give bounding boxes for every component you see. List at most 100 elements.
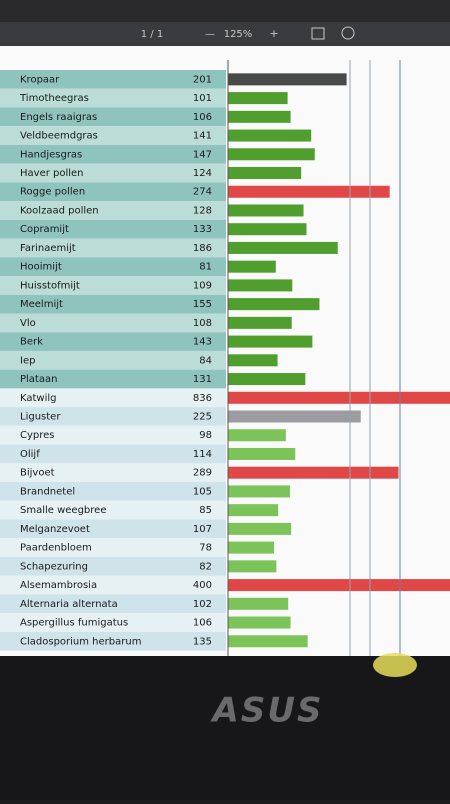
row-background [0, 219, 226, 239]
row-background [0, 294, 226, 314]
category-label: Haver pollen [20, 168, 84, 179]
bar [228, 597, 289, 610]
value-label: 128 [193, 205, 212, 216]
bar [228, 635, 308, 648]
value-label: 124 [193, 168, 212, 179]
bar [228, 316, 292, 329]
value-label: 106 [193, 618, 212, 629]
bar [228, 129, 312, 142]
value-label: 107 [193, 524, 212, 535]
category-label: Hooimijt [20, 262, 62, 273]
category-label: Copramijt [20, 224, 69, 235]
row-background [0, 276, 226, 295]
value-label: 135 [193, 636, 212, 647]
row-background [0, 144, 226, 164]
value-label: 109 [193, 280, 212, 291]
row-background [0, 407, 226, 426]
laptop-bezel [0, 656, 450, 800]
row-background [0, 575, 226, 595]
row-background [0, 107, 226, 127]
value-label: 131 [193, 374, 212, 385]
row-background [0, 519, 226, 539]
bar [228, 298, 320, 311]
category-label: Cladosporium herbarum [20, 636, 141, 647]
value-label: 225 [193, 412, 212, 423]
row-background [0, 350, 226, 370]
value-label: 78 [199, 543, 212, 554]
value-label: 102 [193, 599, 212, 610]
row-background [0, 556, 226, 576]
zoom-level: 125% [224, 29, 253, 40]
category-label: Kropaar [20, 74, 60, 85]
page-indicator: 1 / 1 [141, 29, 163, 40]
category-label: Olijf [20, 449, 40, 460]
category-label: Iep [20, 355, 35, 366]
value-label: 155 [193, 299, 212, 310]
value-label: 400 [193, 580, 212, 591]
bar [228, 185, 390, 198]
bar [228, 148, 315, 161]
category-label: Rogge pollen [20, 187, 85, 198]
bar [228, 260, 276, 273]
value-label: 143 [193, 337, 212, 348]
bar [228, 429, 286, 442]
bar [228, 410, 361, 423]
bar [228, 579, 450, 592]
bar [228, 560, 277, 573]
bar [228, 447, 296, 460]
row-background [0, 538, 226, 557]
category-label: Handjesgras [20, 149, 82, 160]
value-label: 84 [199, 355, 212, 366]
category-label: Smalle weegbree [20, 505, 106, 516]
row-background [0, 482, 226, 501]
zoom-in[interactable]: + [269, 27, 278, 40]
row-background [0, 463, 226, 483]
category-label: Alternaria alternata [20, 599, 118, 610]
value-label: 133 [193, 224, 212, 235]
category-label: Meelmijt [20, 299, 63, 310]
row-background [0, 238, 226, 258]
category-label: Aspergillus fumigatus [20, 618, 128, 629]
value-label: 289 [193, 468, 212, 479]
category-label: Plataan [20, 374, 57, 385]
row-background [0, 500, 226, 520]
category-label: Engels raaigras [20, 112, 97, 123]
fit-icon[interactable] [311, 27, 325, 40]
row-background [0, 163, 226, 183]
rotate-icon[interactable] [341, 26, 355, 40]
bar [228, 279, 293, 292]
bar [228, 204, 304, 217]
category-label: Veldbeemdgras [20, 131, 98, 142]
bar [228, 522, 292, 535]
bar [228, 110, 291, 123]
glare [373, 653, 417, 677]
value-label: 81 [199, 262, 212, 273]
row-background [0, 70, 226, 89]
value-label: 836 [193, 393, 212, 404]
row-background [0, 126, 226, 145]
value-label: 141 [193, 131, 212, 142]
bar [228, 485, 290, 498]
category-label: Bijvoet [20, 468, 55, 479]
pdf-toolbar [0, 22, 450, 46]
category-label: Berk [20, 337, 43, 348]
category-label: Liguster [20, 412, 61, 423]
bar [228, 373, 306, 386]
row-background [0, 313, 226, 333]
zoom-out[interactable]: — [205, 29, 215, 40]
value-label: 85 [199, 505, 212, 516]
row-background [0, 182, 226, 202]
row-background [0, 88, 226, 108]
row-background [0, 369, 226, 389]
category-label: Farinaemijt [20, 243, 76, 254]
row-background [0, 594, 226, 614]
row-background [0, 613, 226, 632]
row-background [0, 332, 226, 351]
category-label: Schapezuring [20, 561, 88, 572]
value-label: 108 [193, 318, 212, 329]
value-label: 82 [199, 561, 212, 572]
row-background [0, 444, 226, 464]
row-background [0, 425, 226, 445]
